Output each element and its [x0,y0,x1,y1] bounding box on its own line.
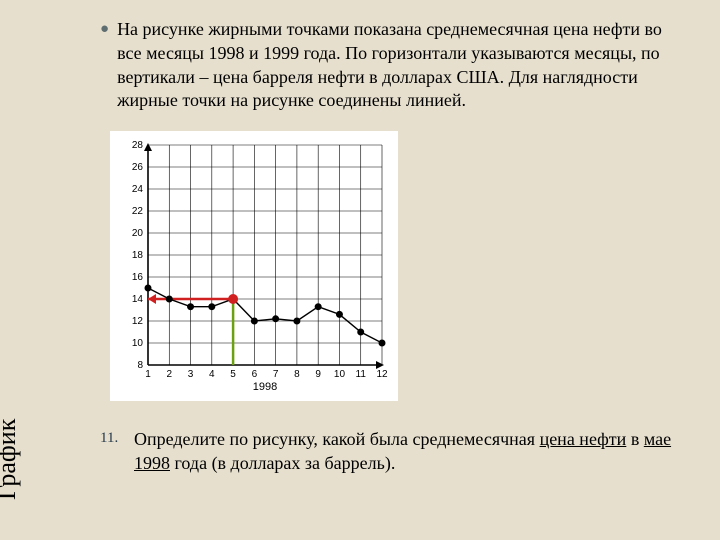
svg-text:3: 3 [188,369,194,380]
intro-text: На рисунке жирными точками показана сред… [117,18,690,113]
svg-text:7: 7 [273,369,279,380]
svg-text:9: 9 [315,369,321,380]
svg-text:11: 11 [356,369,367,380]
svg-text:20: 20 [132,228,144,239]
svg-text:8: 8 [137,360,143,371]
svg-text:24: 24 [132,184,144,195]
question-text: Определите по рисунку, какой была средне… [134,428,690,476]
bullet-icon: ● [100,21,109,38]
svg-text:22: 22 [132,206,144,217]
q-suffix: года (в долларах за баррель). [170,453,395,473]
question-number: 11. [100,430,122,447]
svg-text:10: 10 [132,338,144,349]
svg-text:28: 28 [132,140,144,151]
chart-container: 8101214161820222426281234567891011121998 [110,131,398,401]
svg-text:26: 26 [132,162,144,173]
svg-text:5: 5 [230,369,236,380]
intro-block: ● На рисунке жирными точками показана ср… [100,18,690,113]
q-mid: в [626,429,644,449]
svg-text:12: 12 [376,369,388,380]
svg-text:16: 16 [132,272,144,283]
section-label: График [0,419,22,500]
svg-text:4: 4 [209,369,215,380]
svg-text:14: 14 [132,294,144,305]
q-prefix: Определите по рисунку, какой была средне… [134,429,540,449]
svg-text:1: 1 [145,369,151,380]
q-underline-1: цена нефти [540,429,627,449]
svg-text:1998: 1998 [253,381,277,393]
svg-text:18: 18 [132,250,144,261]
svg-text:8: 8 [294,369,300,380]
svg-text:2: 2 [166,369,172,380]
svg-text:10: 10 [334,369,346,380]
svg-text:12: 12 [132,316,144,327]
question-block: 11. Определите по рисунку, какой была ср… [100,428,690,476]
svg-text:6: 6 [252,369,258,380]
price-chart: 8101214161820222426281234567891011121998 [118,137,390,395]
